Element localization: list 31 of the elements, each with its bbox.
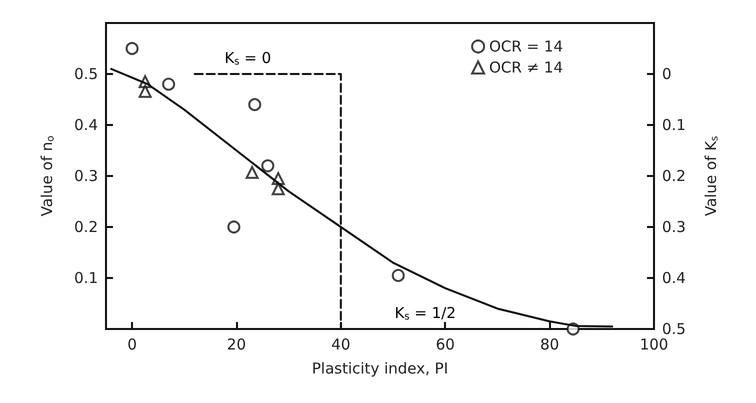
point [248,98,262,112]
point [138,84,152,98]
y2-axis-title: Value of Ks [702,136,720,216]
y2-tick-label: 0.3 [662,218,686,236]
x-axis-title: Plasticity index, PI [312,360,448,378]
y-tick-label: 0.2 [74,218,98,236]
y2-tick-label: 0.1 [662,116,686,134]
point [162,78,176,91]
y2-tick-label: 0 [662,65,672,83]
y-tick-label: 0.4 [74,116,98,134]
x-tick-label: 100 [640,336,668,354]
y2-tick-label: 0.5 [662,320,686,338]
y-tick-label: 0.1 [74,269,98,287]
x-tick-label: 20 [226,336,246,354]
legend-label: OCR = 14 [489,38,564,56]
y2-tick-label: 0.4 [662,269,686,287]
y-axis-title: Value of no [38,136,56,216]
x-tick-label: 60 [436,336,455,354]
x-tick-label: 40 [331,336,350,354]
x-tick-label: 80 [540,336,560,354]
point [126,42,139,55]
y-tick-label: 0.5 [74,65,98,83]
point [246,166,259,179]
y2-tick-label: 0.2 [662,167,686,185]
point [392,268,405,282]
point [272,182,285,196]
legend-label: OCR ≠ 14 [489,58,564,76]
point [227,220,240,234]
x-tick-label: 0 [127,336,137,354]
point [261,159,274,172]
y-tick-label: 0.3 [74,167,98,185]
